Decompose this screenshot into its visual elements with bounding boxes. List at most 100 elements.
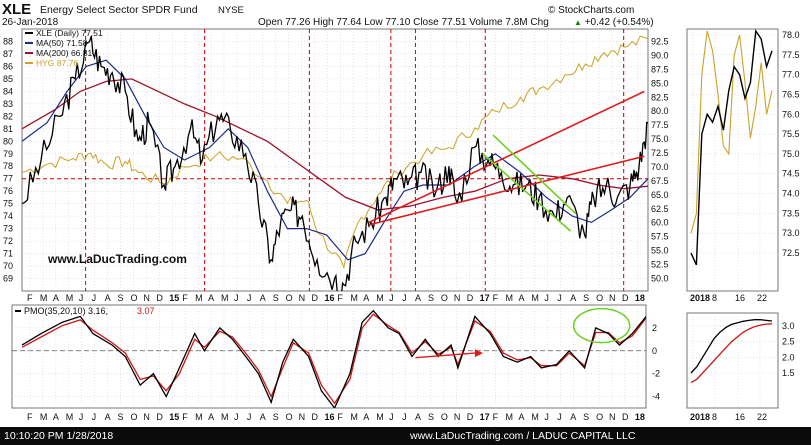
footer-timestamp: 10:10:20 PM 1/28/2018 <box>4 430 114 442</box>
ticker-symbol: XLE <box>2 1 32 18</box>
x-tick-label: S <box>118 293 124 303</box>
x-tick-label: A <box>260 412 266 422</box>
pmo-series-group <box>21 307 646 408</box>
x-tick-label: J <box>544 293 549 303</box>
y2-tick-label: 60.0 <box>651 218 669 228</box>
x-tick-label: S <box>583 293 589 303</box>
channel-lower-line <box>482 153 572 232</box>
x-tick-label: J <box>92 412 97 422</box>
x-tick-label: 15 <box>169 412 179 422</box>
x-tick-label: N <box>609 293 616 303</box>
x-tick-label: A <box>53 412 59 422</box>
x-tick-label: F <box>182 293 188 303</box>
x-tick-label: M <box>506 412 514 422</box>
x-tick-label: O <box>441 412 448 422</box>
x-tick-label: A <box>570 412 576 422</box>
pmo-arrow-head <box>474 349 483 358</box>
x-tick-label: N <box>143 293 150 303</box>
x-tick-label: S <box>273 412 279 422</box>
x-tick-label: M <box>350 412 358 422</box>
y2-tick-label: 82.5 <box>651 92 669 102</box>
y-tick-label: 85 <box>3 74 13 84</box>
x-tick-label: M <box>40 412 48 422</box>
x-tick-label: S <box>428 293 434 303</box>
ma50-line <box>22 59 648 261</box>
pmo-legend-signal: 3.07 <box>137 306 155 316</box>
inset-pmo-frame <box>686 312 779 409</box>
x-tick-label: F <box>493 412 499 422</box>
inset-y-tick: 76.0 <box>782 109 800 119</box>
x-tick-label: A <box>518 412 524 422</box>
y2-tick-label: 80.0 <box>651 106 669 116</box>
x-tick-label: 15 <box>169 293 179 303</box>
x-tick-label: J <box>92 293 97 303</box>
x-tick-label: O <box>130 293 137 303</box>
y2-tick-label: 65.0 <box>651 190 669 200</box>
x-tick-label: F <box>337 412 343 422</box>
y2-tick-label: 62.5 <box>651 204 669 214</box>
inset-x-tick: 16 <box>735 412 745 422</box>
fund-name: Energy Select Sector SPDR Fund <box>40 4 198 16</box>
pmo-panel: 20-2-4F M A M J J A S O N D 15 F M A M J J A S O N D 16 F M A M J J A S… <box>11 304 660 422</box>
y-tick-label: 87 <box>3 49 13 59</box>
x-tick-label: O <box>596 412 603 422</box>
x-tick-label: S <box>583 412 589 422</box>
y2-tick-label: 67.5 <box>651 176 669 186</box>
x-tick-label: M <box>506 293 514 303</box>
pmo-y-tick: -2 <box>652 369 660 379</box>
y2-tick-label: 85.0 <box>651 78 669 88</box>
hyg-line <box>22 35 648 270</box>
y2-tick-label: 72.5 <box>651 148 669 158</box>
inset-x-tick: 22 <box>757 293 767 303</box>
x-tick-label: D <box>156 293 163 303</box>
inset-y-tick: 73.5 <box>782 208 800 218</box>
footer-bar: 10:10:20 PM 1/28/2018 www.LaDucTrading.c… <box>0 427 811 445</box>
legend-label: MA(200) 66.81 <box>36 48 92 58</box>
x-tick-label: J <box>557 412 562 422</box>
y-tick-label: 69 <box>3 274 13 284</box>
inset-y-tick: 77.5 <box>782 50 800 60</box>
x-tick-label: J <box>557 293 562 303</box>
x-tick-label: J <box>402 412 407 422</box>
x-tick-label: N <box>454 293 461 303</box>
legend-label: MA(50) 71.58 <box>36 38 88 48</box>
x-tick-label: D <box>622 293 629 303</box>
exchange: NYSE <box>218 5 244 16</box>
inset-pmo-y-tick: 1.5 <box>782 368 795 378</box>
legend-label: HYG 87.76 <box>36 58 78 68</box>
watermark: www.LaDucTrading.com <box>47 252 187 266</box>
x-tick-label: M <box>376 412 384 422</box>
brand-label: © StockCharts.com <box>548 5 635 16</box>
x-tick-label: O <box>286 412 293 422</box>
y-tick-label: 86 <box>3 61 13 71</box>
inset-x-tick: 22 <box>757 412 767 422</box>
y2-tick-label: 87.5 <box>651 64 669 74</box>
pmo-y-tick: -4 <box>652 392 660 402</box>
x-tick-label: M <box>195 412 203 422</box>
x-tick-label: 16 <box>324 293 334 303</box>
x-tick-label: 16 <box>324 412 334 422</box>
x-tick-label: J <box>79 412 84 422</box>
y-tick-label: 84 <box>3 86 13 96</box>
x-tick-label: D <box>467 412 474 422</box>
inset-signal-line <box>690 323 773 383</box>
y-tick-label: 72 <box>3 236 13 246</box>
x-tick-label: M <box>40 293 48 303</box>
pmo-y-tick: 0 <box>652 346 657 356</box>
y-tick-label: 82 <box>3 111 13 121</box>
x-tick-label: J <box>389 412 394 422</box>
inset-pmo-line <box>690 319 773 374</box>
x-tick-label: F <box>493 293 499 303</box>
inset-y-tick: 78.0 <box>782 30 800 40</box>
x-tick-label: J <box>402 293 407 303</box>
x-tick-label: O <box>441 293 448 303</box>
y-tick-label: 79 <box>3 149 13 159</box>
x-tick-label: A <box>208 293 214 303</box>
inset-price-line <box>690 29 773 266</box>
inset-pmo-y-tick: 3.0 <box>782 321 795 331</box>
inset-y-tick: 75.0 <box>782 149 800 159</box>
x-tick-label: A <box>415 293 421 303</box>
x-tick-label: 17 <box>480 293 490 303</box>
x-tick-label: M <box>66 412 74 422</box>
